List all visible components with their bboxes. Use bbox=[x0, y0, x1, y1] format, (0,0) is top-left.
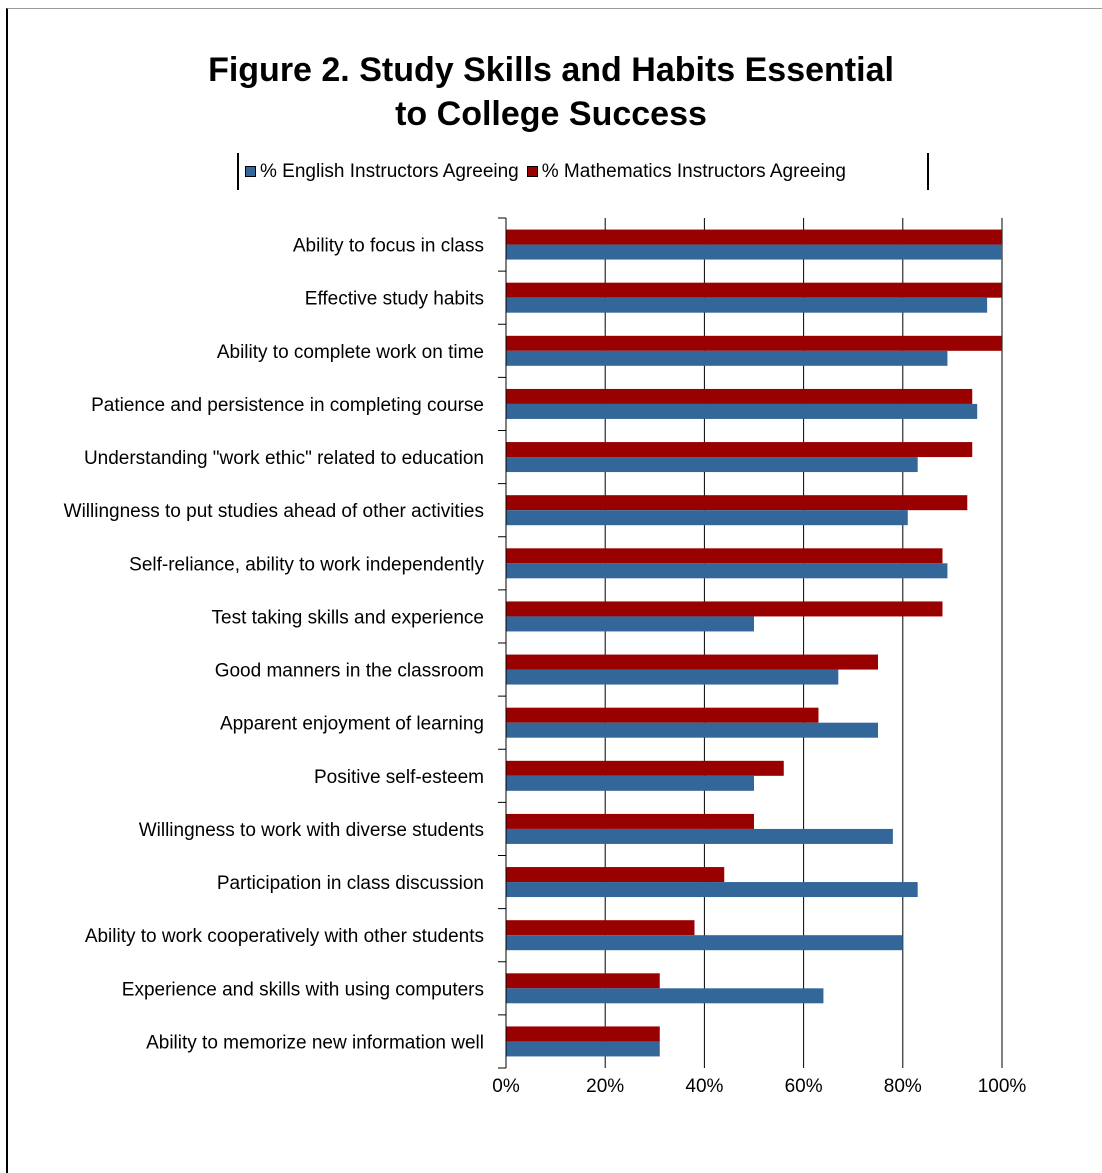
bar-english-0 bbox=[506, 244, 1002, 260]
legend-swatch-english bbox=[245, 166, 256, 177]
bar-english-4 bbox=[506, 457, 918, 473]
chart-title-line-2: to College Success bbox=[395, 95, 707, 133]
bar-mathematics-1 bbox=[506, 282, 1002, 298]
category-label-7: Test taking skills and experience bbox=[212, 607, 484, 628]
category-label-6: Self-reliance, ability to work independe… bbox=[129, 554, 484, 575]
bar-english-14 bbox=[506, 988, 824, 1004]
x-tick-label-60: 60% bbox=[785, 1076, 823, 1097]
chart-title: Figure 2. Study Skills and Habits Essent… bbox=[0, 48, 1102, 136]
legend-label-mathematics: % Mathematics Instructors Agreeing bbox=[541, 160, 846, 182]
bar-mathematics-14 bbox=[506, 973, 660, 989]
bar-english-5 bbox=[506, 510, 908, 526]
category-label-10: Positive self-esteem bbox=[314, 767, 484, 788]
legend-item-english: % English Instructors Agreeing bbox=[245, 161, 519, 183]
bar-english-11 bbox=[506, 828, 893, 844]
category-label-9: Apparent enjoyment of learning bbox=[220, 714, 484, 735]
bar-english-10 bbox=[506, 775, 754, 791]
bar-english-9 bbox=[506, 722, 878, 738]
bar-mathematics-10 bbox=[506, 760, 784, 776]
bar-mathematics-2 bbox=[506, 335, 1002, 351]
category-label-0: Ability to focus in class bbox=[293, 236, 484, 257]
legend-label-english: % English Instructors Agreeing bbox=[260, 160, 519, 182]
category-label-12: Participation in class discussion bbox=[217, 873, 484, 894]
bar-mathematics-11 bbox=[506, 813, 754, 829]
bar-mathematics-3 bbox=[506, 388, 973, 404]
x-tick-label-80: 80% bbox=[884, 1076, 922, 1097]
bar-mathematics-0 bbox=[506, 229, 1002, 245]
category-label-5: Willingness to put studies ahead of othe… bbox=[64, 501, 484, 522]
legend-item-mathematics: % Mathematics Instructors Agreeing bbox=[526, 160, 846, 183]
x-tick-label-40: 40% bbox=[685, 1076, 723, 1097]
category-label-4: Understanding "work ethic" related to ed… bbox=[84, 448, 484, 469]
bar-mathematics-5 bbox=[506, 495, 968, 511]
x-tick-label-20: 20% bbox=[586, 1076, 624, 1097]
bar-english-8 bbox=[506, 669, 839, 685]
bar-mathematics-15 bbox=[506, 1026, 660, 1042]
category-label-14: Experience and skills with using compute… bbox=[122, 979, 484, 1000]
x-tick-label-100: 100% bbox=[978, 1076, 1027, 1097]
category-label-3: Patience and persistence in completing c… bbox=[91, 395, 484, 416]
x-tick-label-0: 0% bbox=[492, 1076, 520, 1097]
bar-english-6 bbox=[506, 563, 948, 579]
bar-english-15 bbox=[506, 1041, 660, 1057]
bar-mathematics-6 bbox=[506, 548, 943, 564]
bar-english-2 bbox=[506, 350, 948, 366]
category-label-15: Ability to memorize new information well bbox=[146, 1032, 484, 1053]
bar-english-7 bbox=[506, 616, 754, 632]
legend-swatch-mathematics bbox=[526, 166, 538, 177]
category-label-13: Ability to work cooperatively with other… bbox=[85, 926, 484, 947]
chart-legend: % English Instructors Agreeing % Mathema… bbox=[237, 153, 929, 190]
category-label-1: Effective study habits bbox=[305, 289, 484, 310]
bar-english-13 bbox=[506, 935, 903, 951]
category-label-8: Good manners in the classroom bbox=[215, 661, 484, 682]
category-label-11: Willingness to work with diverse student… bbox=[139, 820, 484, 841]
bar-mathematics-13 bbox=[506, 920, 695, 936]
chart-title-line-1: Figure 2. Study Skills and Habits Essent… bbox=[208, 51, 894, 89]
bar-mathematics-7 bbox=[506, 601, 943, 617]
bar-english-12 bbox=[506, 882, 918, 898]
bar-mathematics-9 bbox=[506, 707, 819, 723]
bar-english-3 bbox=[506, 403, 978, 419]
bar-english-1 bbox=[506, 297, 988, 313]
bar-mathematics-4 bbox=[506, 442, 973, 458]
category-label-2: Ability to complete work on time bbox=[217, 342, 484, 363]
chart-frame bbox=[6, 8, 1102, 1173]
bar-mathematics-12 bbox=[506, 867, 725, 883]
bar-mathematics-8 bbox=[506, 654, 878, 670]
